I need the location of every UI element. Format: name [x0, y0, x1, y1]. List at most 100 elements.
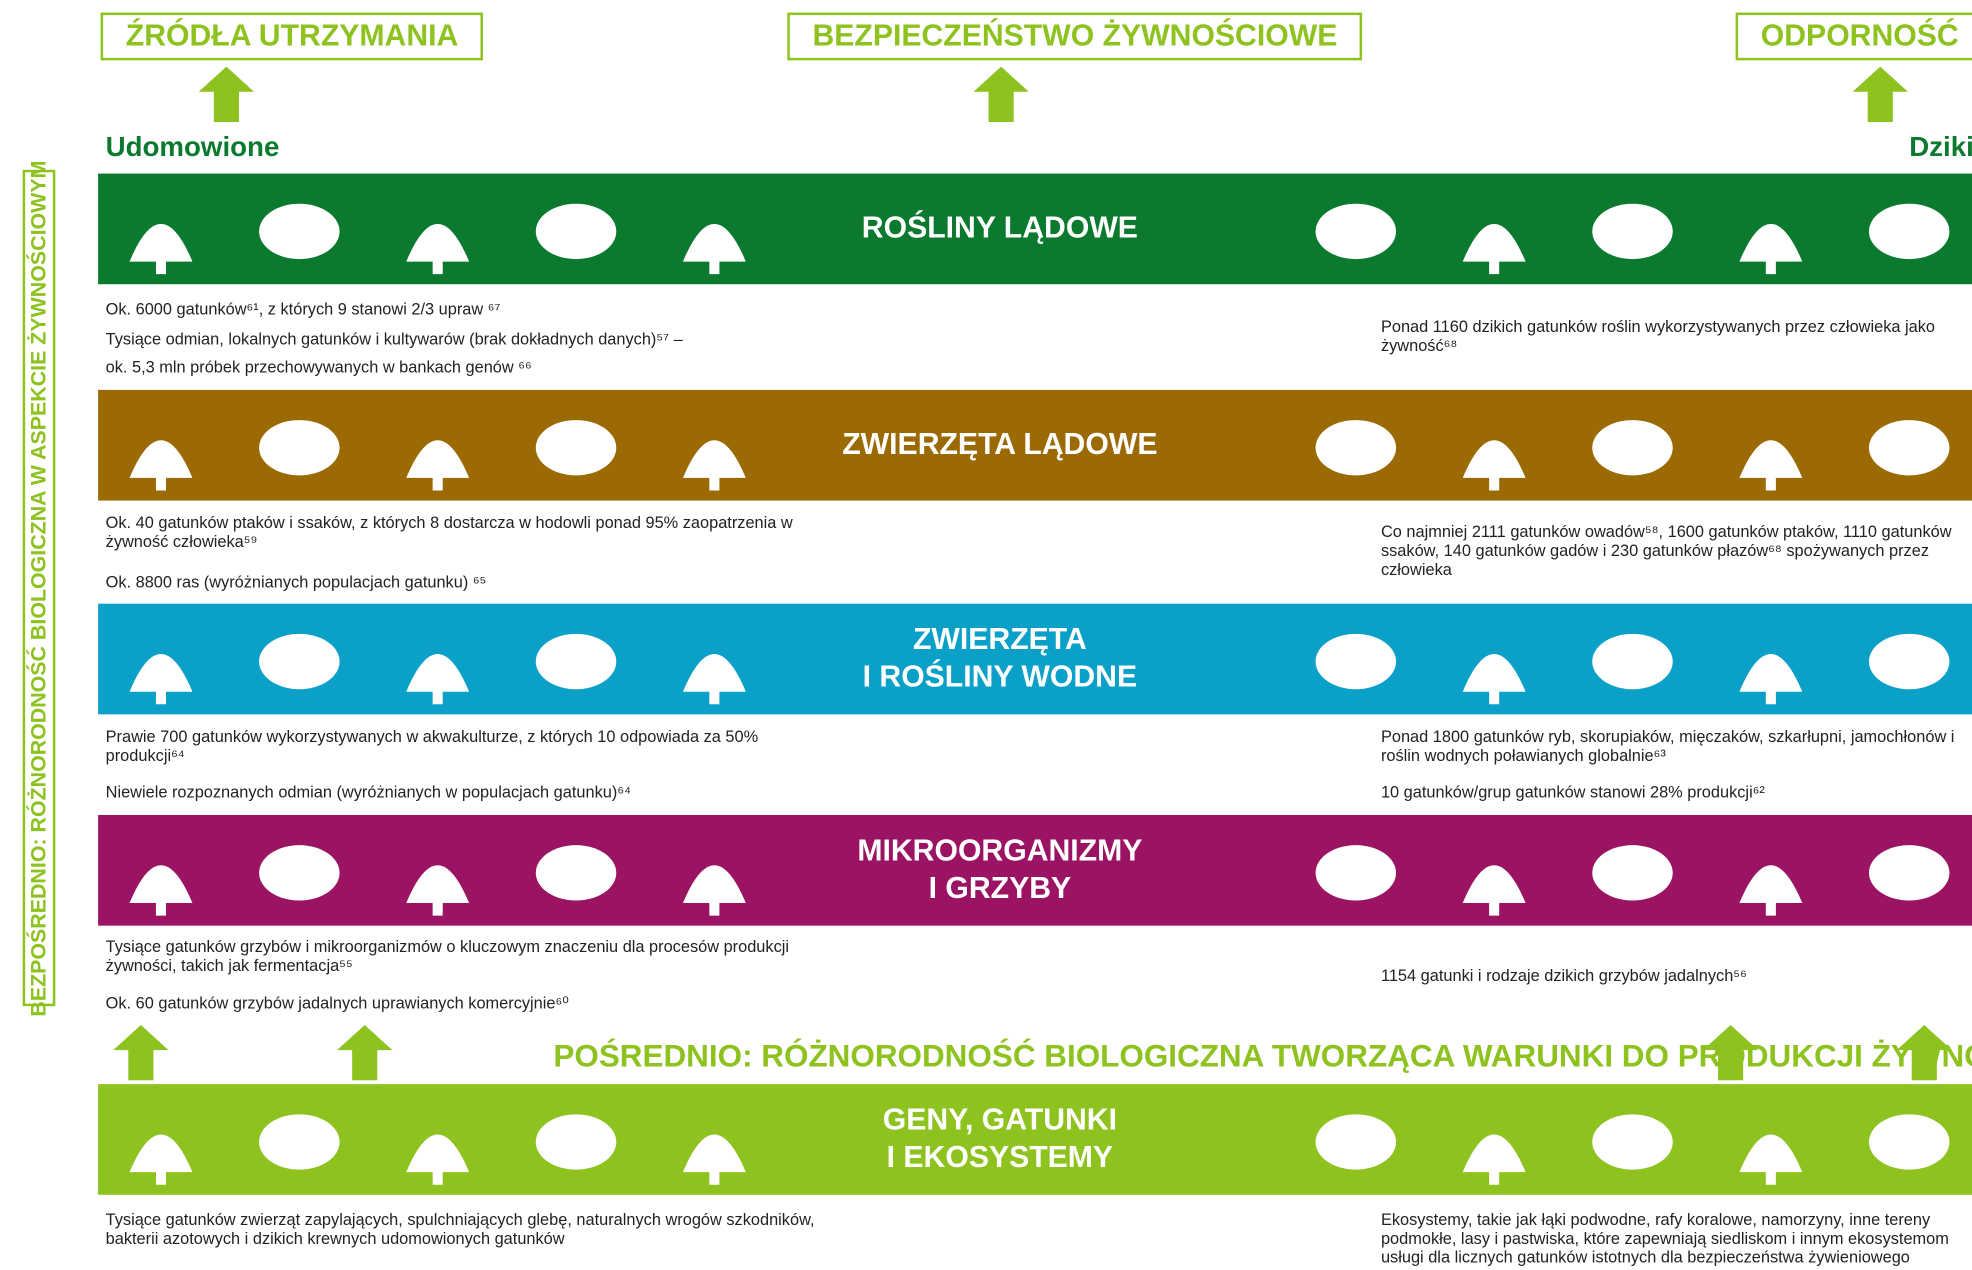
arrow-shape: [113, 1025, 169, 1081]
top-label: BEZPIECZEŃSTWO ŻYWNOŚCIOWE: [787, 12, 1363, 61]
icon: [682, 865, 746, 916]
band-title: I GRZYBY: [928, 871, 1072, 906]
icon: [682, 654, 746, 705]
icon: [682, 1134, 746, 1185]
icon: [406, 440, 470, 491]
arrow-shape: [337, 1025, 393, 1081]
arrow: [973, 66, 1029, 122]
icon: [1592, 420, 1673, 476]
icon: [259, 1114, 340, 1170]
arrow: [198, 66, 255, 122]
icon: [535, 845, 617, 901]
right-text: Ekosystemy, takie jak łąki podwodne, raf…: [1380, 1209, 1949, 1267]
left-text: Tysiące gatunków grzybów i mikroorganizm…: [105, 936, 790, 975]
icon: [1739, 865, 1803, 916]
icons: [129, 633, 1950, 705]
band: [98, 603, 1972, 715]
band-title: ZWIERZĘTA: [912, 622, 1087, 657]
arrow: [337, 1025, 393, 1081]
icon: [535, 1114, 617, 1170]
icon: [259, 420, 340, 476]
icon: [1592, 845, 1673, 901]
icon: [1315, 845, 1397, 901]
left-text: Ok. 40 gatunków ptaków i ssaków, z który…: [105, 513, 793, 551]
indirect-label: POŚREDNIO: RÓŻNORODNOŚĆ BIOLOGICZNA TWOR…: [553, 1038, 1972, 1075]
icon: [682, 223, 746, 275]
icon: [129, 440, 193, 491]
icon: [129, 223, 193, 275]
side-box: BEZPOŚREDNIO: RÓŻNORODNOŚĆ BIOLOGICZNA W…: [22, 160, 56, 1016]
icon: [535, 633, 617, 690]
arrow-shape: [973, 66, 1029, 122]
icon: [1739, 440, 1803, 491]
right-text: Ponad 1800 gatunków ryb, skorupiaków, mi…: [1380, 726, 1955, 765]
icon: [1462, 1134, 1526, 1185]
left-text: Ok. 6000 gatunków⁶¹, z których 9 stanowi…: [105, 299, 501, 319]
left-text: Tysiące odmian, lokalnych gatunków i kul…: [105, 329, 683, 349]
left-text: Prawie 700 gatunków wykorzystywanych w a…: [105, 726, 759, 765]
icon: [1739, 1134, 1803, 1185]
band: [98, 389, 1972, 501]
icons: [129, 420, 1950, 491]
icon: [1739, 654, 1803, 705]
wild-label: Dzikie: [1909, 130, 1972, 163]
icon: [1462, 223, 1526, 275]
icon: [535, 420, 617, 476]
band-title: ROŚLINY LĄDOWE: [861, 211, 1138, 246]
icon: [129, 654, 193, 705]
arrow: [1852, 66, 1908, 122]
icon: [1592, 633, 1673, 690]
arrow-shape: [1852, 66, 1908, 122]
icon: [1315, 1114, 1397, 1170]
icon: [1868, 633, 1950, 690]
left-text: Ok. 60 gatunków grzybów jadalnych uprawi…: [105, 993, 569, 1013]
icon: [1315, 203, 1397, 260]
right-text: 1154 gatunki i rodzaje dzikich grzybów j…: [1380, 965, 1747, 985]
icon: [682, 440, 746, 491]
icon: [1592, 1114, 1673, 1170]
icon: [1315, 633, 1397, 690]
band-title: MIKROORGANIZMY: [857, 833, 1143, 868]
icon: [1462, 865, 1526, 916]
left-text: Tysiące gatunków zwierząt zapylających, …: [105, 1209, 815, 1248]
band: [98, 173, 1972, 285]
icon: [1868, 1114, 1950, 1170]
domesticated-label: Udomowione: [105, 130, 280, 163]
arrow-shape: [1702, 1025, 1759, 1081]
icon: [406, 1134, 470, 1185]
right-text: Ponad 1160 dzikich gatunków roślin wykor…: [1380, 316, 1936, 355]
icon: [406, 865, 470, 916]
right-text: 10 gatunków/grup gatunków stanowi 28% pr…: [1380, 782, 1765, 802]
band-title: I ROŚLINY WODNE: [862, 660, 1138, 695]
icon: [535, 203, 617, 260]
band: [98, 1084, 1972, 1195]
top-label: ODPORNOŚĆ: [1735, 12, 1972, 61]
band: [98, 814, 1972, 926]
icons: [129, 845, 1950, 916]
arrow: [1896, 1025, 1952, 1081]
icon: [1462, 654, 1526, 705]
icon: [406, 223, 470, 275]
icon: [129, 1134, 193, 1185]
side-label: BEZPOŚREDNIO: RÓŻNORODNOŚĆ BIOLOGICZNA W…: [26, 159, 51, 1016]
left-text: Niewiele rozpoznanych odmian (wyróżniany…: [105, 782, 632, 802]
icon: [259, 633, 340, 690]
arrow: [113, 1025, 169, 1081]
band-title: I EKOSYSTEMY: [886, 1140, 1114, 1175]
icon: [1739, 223, 1803, 275]
top-label: ŹRÓDŁA UTRZYMANIA: [100, 12, 484, 61]
arrow: [1702, 1025, 1759, 1081]
icon: [1315, 420, 1397, 476]
icon: [129, 865, 193, 916]
arrow-shape: [1896, 1025, 1952, 1081]
icon: [1462, 440, 1526, 491]
icon: [259, 203, 340, 260]
icon: [1868, 845, 1950, 901]
icons: [129, 203, 1950, 275]
icon: [1592, 203, 1673, 260]
icon: [1868, 420, 1950, 476]
arrow-shape: [198, 66, 255, 122]
icons: [129, 1114, 1950, 1185]
